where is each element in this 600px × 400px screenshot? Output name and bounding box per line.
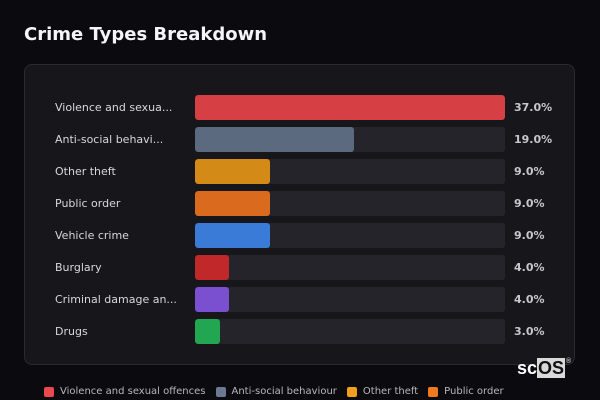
legend-item[interactable]: Public order [428,386,504,397]
bar-fill[interactable] [195,159,271,184]
bar-value: 9.0% [514,165,545,178]
legend-label: Other theft [362,386,419,397]
bar-value: 9.0% [514,197,545,210]
bar-row: Drugs 3.0% [25,319,574,352]
scos-logo: sc OS ® [517,358,571,379]
bar-value: 9.0% [514,229,545,242]
bar-track [195,159,505,184]
legend-swatch-icon [215,386,226,397]
chart-title: Crime Types Breakdown [24,24,268,45]
legend-swatch-icon [346,386,357,397]
bar-label: Burglary [55,261,102,274]
bar-label: Criminal damage an... [55,293,177,306]
bar-label: Vehicle crime [55,229,129,242]
bar-row: Other theft 9.0% [25,159,574,192]
bar-track [195,127,505,152]
logo-os: OS [537,358,566,378]
bar-label: Other theft [55,165,116,178]
legend-item[interactable]: Anti-social behaviour [215,386,337,397]
bar-fill[interactable] [195,191,271,216]
legend-label: Anti-social behaviour [231,386,337,397]
legend-label: Violence and sexual offences [60,386,206,397]
bar-track [195,255,505,280]
bar-value: 4.0% [514,261,545,274]
bar-fill[interactable] [195,319,221,344]
legend-item[interactable]: Other theft [346,386,419,397]
chart-card: Violence and sexua... 37.0% Anti-social be… [24,64,575,365]
logo-sc: sc [517,358,538,378]
bar-label: Anti-social behavi... [55,133,164,146]
bar-fill[interactable] [195,95,505,120]
legend: Violence and sexual offences Anti-social … [44,386,504,397]
bar-track [195,95,505,120]
legend-swatch-icon [428,386,439,397]
bar-value: 3.0% [514,325,545,338]
bar-label: Public order [55,197,121,210]
bar-row: Violence and sexua... 37.0% [25,95,574,128]
bar-fill[interactable] [195,127,355,152]
bar-fill[interactable] [195,255,229,280]
bar-value: 19.0% [514,133,553,146]
bar-track [195,319,505,344]
bar-track [195,287,505,312]
bar-row: Anti-social behavi... 19.0% [25,127,574,160]
legend-label: Public order [444,386,504,397]
bar-track [195,191,505,216]
bar-row: Public order 9.0% [25,191,574,224]
bar-label: Drugs [55,325,88,338]
bar-row: Vehicle crime 9.0% [25,223,574,256]
bar-row: Burglary 4.0% [25,255,574,288]
bar-label: Violence and sexua... [55,101,173,114]
registered-icon: ® [566,358,572,365]
bar-fill[interactable] [195,223,271,248]
bar-value: 37.0% [514,101,553,114]
bar-fill[interactable] [195,287,229,312]
legend-swatch-icon [44,386,54,397]
bar-value: 4.0% [514,293,545,306]
legend-item[interactable]: Violence and sexual offences [44,386,206,397]
bar-track [195,223,505,248]
bar-row: Criminal damage an... 4.0% [25,287,574,320]
